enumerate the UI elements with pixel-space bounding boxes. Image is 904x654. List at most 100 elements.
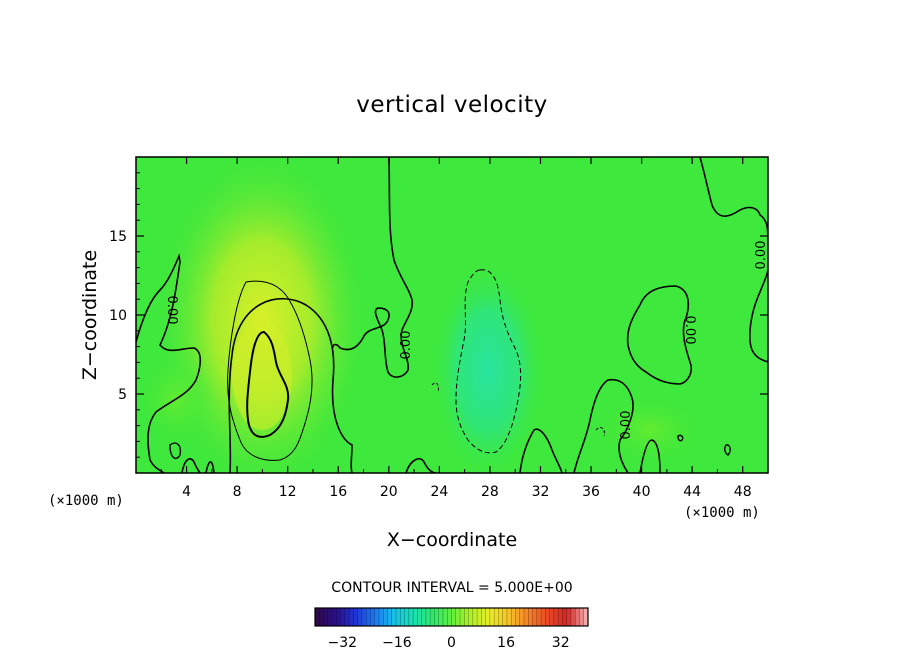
y-tick-label: 15 [109,229,127,245]
x-unit-label-right: (×1000 m) [684,505,760,521]
colorbar-segment [421,608,427,626]
zero-contour-right-3 [699,157,768,363]
colorbar-segment [430,608,435,626]
x-unit-label-left: (×1000 m) [48,493,124,509]
contour-labels: 0.00 0.00 0.00 0.00 0.00 [164,241,769,440]
zero-contour-left [136,253,202,473]
x-tick-label: 36 [582,484,600,500]
chart-title: vertical velocity [356,92,547,118]
contour-lines [136,157,768,473]
contour-label-3: 0.00 [682,316,697,345]
colorbar-segment [494,608,499,626]
colorbar-segment [549,608,555,626]
downdraft-contour-small [431,382,605,437]
field-shading [136,157,710,473]
colorbar-segment [391,608,397,626]
colorbar-tick-label: −16 [382,635,412,651]
contour-interval-text: CONTOUR INTERVAL = 5.000E+00 [331,580,572,596]
colorbar-segment [562,608,567,626]
colorbar-segment [361,608,367,626]
colorbar-segment [528,608,533,626]
colorbar-segment [349,608,354,626]
colorbar-segment [541,608,546,626]
colorbar-segment [515,608,521,626]
colorbar-segment [408,608,414,626]
colorbar-segment [524,608,529,626]
x-tick-label: 4 [182,484,191,500]
colorbar-segment [353,608,358,626]
colorbar-segment [506,608,512,626]
x-tick-label: 40 [633,484,651,500]
zero-contour-right-2 [626,285,693,473]
colorbar-frame [314,607,589,627]
colorbar-ticks: −32 −16 0 16 32 [328,635,570,651]
x-tick-label: 28 [481,484,499,500]
colorbar-segment [383,608,388,626]
x-tick-label: 24 [430,484,448,500]
colorbar-segment [532,608,538,626]
colorbar-segment [511,608,516,626]
colorbar-tick-label: 0 [447,635,456,651]
colorbar-segment [447,608,452,626]
downdraft-contour-5 [455,269,522,454]
colorbar-segment [451,608,457,626]
colorbar-segment [553,608,559,626]
colorbar-segment [374,608,380,626]
contour-label-1: 0.00 [164,296,179,325]
colorbar-tick-label: −32 [328,635,358,651]
colorbar-segment [387,608,393,626]
colorbar-segment [434,608,440,626]
colorbar-segment [400,608,405,626]
x-tick-label: 20 [380,484,398,500]
y-tick-label: 5 [118,387,127,403]
colorbar-segment [575,608,580,626]
soft-shading-right [590,390,710,470]
zero-contour-small-blobs [169,434,731,460]
contour-label-2: 0.00 [399,331,414,360]
colorbar-segment [357,608,363,626]
colorbar-segment [404,608,410,626]
colorbar-segment [558,608,563,626]
colorbar-segment [332,608,337,626]
colorbar-segment [336,608,341,626]
colorbar-segment [438,608,444,626]
x-tick-label: 48 [734,484,752,500]
colorbar-segment [327,608,333,626]
colorbar-segment [460,608,465,626]
colorbar-segment [319,608,324,626]
colorbar-segment [340,608,346,626]
colorbar-segment [417,608,422,626]
colorbar-segment [472,608,478,626]
colorbar-segment [566,608,572,626]
colorbar-segment [366,608,371,626]
zero-contour-center [205,297,353,473]
colorbar [314,607,589,627]
contour-label-5: 0.00 [754,241,769,270]
colorbar-segment [502,608,508,626]
x-tick-label: 8 [233,484,242,500]
colorbar-segment [545,608,550,626]
colorbar-tick-label: 32 [552,635,570,651]
colorbar-segment [477,608,482,626]
colorbar-segment [519,608,525,626]
downdraft-shading [430,260,546,473]
colorbar-segment [442,608,448,626]
colorbar-segment [323,608,329,626]
x-tick-label: 12 [279,484,297,500]
colorbar-segment [468,608,474,626]
colorbar-segment [579,608,585,626]
y-axis-ticks: 5 10 15 [109,172,768,458]
colorbar-segment [570,608,576,626]
colorbar-segment [498,608,503,626]
colorbar-segment [464,608,469,626]
colorbar-segment [396,608,401,626]
colorbar-segment [370,608,376,626]
colorbar-segment [425,608,431,626]
colorbar-segment [413,608,418,626]
x-tick-label: 44 [683,484,701,500]
colorbar-segment [344,608,350,626]
colorbar-segment [315,608,320,626]
y-axis-title: Z−coordinate [79,250,101,380]
y-tick-label: 10 [109,308,127,324]
